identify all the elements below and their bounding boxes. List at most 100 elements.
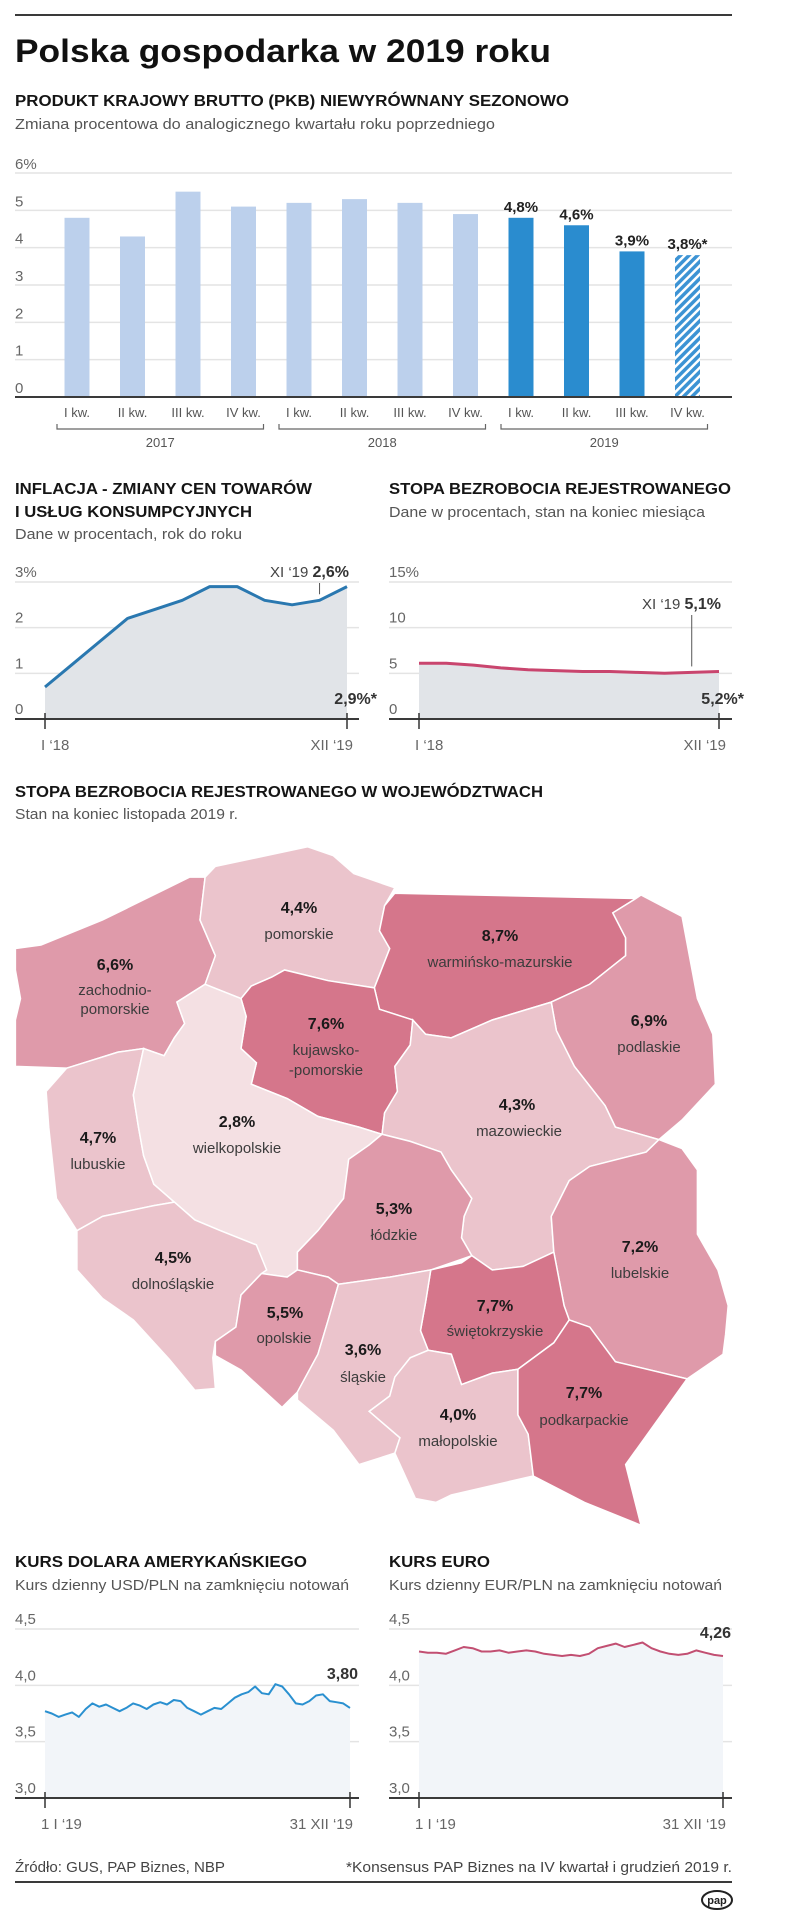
bar-value-label: 4,6% [559,206,593,223]
bar [342,199,367,397]
quarter-label: II kw. [562,405,592,420]
x-label-end: XII ‘19 [683,737,726,754]
area-fill [45,586,347,719]
quarter-label: II kw. [118,405,148,420]
y-tick-label: 0 [15,701,23,718]
end-value-label: 4,26 [700,1625,731,1642]
name-opolskie: opolskie [256,1330,311,1347]
year-label: 2017 [146,435,175,450]
year-label: 2019 [590,435,619,450]
series-line [44,585,348,689]
x-label-end: 31 XII ‘19 [663,1816,726,1833]
y-tick-label: 6% [15,156,37,173]
name-lubelskie: lubelskie [611,1265,669,1282]
end-value-label: 3,80 [327,1666,358,1683]
quarter-label: III kw. [393,405,426,420]
name-mazowieckie: mazowieckie [476,1123,562,1140]
rate-podkarpackie: 7,7% [566,1385,602,1402]
annotation-value: 5,1% [685,596,721,613]
quarter-label: III kw. [171,405,204,420]
rate-lubelskie: 7,2% [622,1239,658,1256]
name-malopolskie: małopolskie [418,1433,497,1450]
unemployment-title: STOPA BEZROBOCIA REJESTROWANEGO [389,481,731,498]
map-labels: 6,6% zachodnio- pomorskie 4,4% pomorskie… [70,900,680,1450]
usd-pln-chart: 3,0 3,5 4,0 4,5 1 I ‘19 31 XII ‘19 3,80 [15,1611,359,1833]
quarter-label: I kw. [508,405,534,420]
y-tick-label: 4,0 [389,1667,410,1684]
y-tick-label: 5 [15,193,23,210]
usd-subtitle: Kurs dzienny USD/PLN na zamknięciu notow… [15,1577,349,1594]
rate-swietokrzyskie: 7,7% [477,1298,513,1315]
end-value-label: 5,2%* [701,691,744,708]
name-lodzkie: łódzkie [371,1227,418,1244]
year-label: 2018 [368,435,397,450]
inflation-chart: 0 1 2 3% I ‘18 XII ‘19 XI ‘19 2,6% 2,9%* [15,564,378,754]
quarter-label: I kw. [64,405,90,420]
quarter-label: IV kw. [670,405,705,420]
bar [508,217,534,397]
bar [120,236,145,397]
name-slaskie: śląskie [340,1369,386,1386]
y-tick-label: 15% [389,564,419,581]
quarter-label: III kw. [615,405,648,420]
eur-title: KURS EURO [389,1554,490,1571]
series-line [418,1641,724,1657]
x-label-end: 31 XII ‘19 [290,1816,353,1833]
y-tick-label: 4 [15,231,23,248]
quarter-label: II kw. [340,405,370,420]
series-line [419,661,720,675]
x-label-start: 1 I ‘19 [415,1816,456,1833]
quarter-label: IV kw. [226,405,261,420]
bar-value-label: 4,8% [504,199,538,216]
bar [286,202,312,397]
x-label-start: I ‘18 [41,737,69,754]
name-wielkopolskie: wielkopolskie [192,1140,281,1157]
end-value-label: 2,9%* [334,691,377,708]
forecast-footnote: *Konsensus PAP Biznes na IV kwartał i gr… [346,1859,732,1876]
province-podkarpackie [518,1320,687,1525]
rate-lodzkie: 5,3% [376,1201,412,1218]
annotation-label: XI ‘19 2,6% [270,564,349,581]
bar [231,206,256,397]
y-tick-label: 2 [15,305,23,322]
source-note: Źródło: GUS, PAP Biznes, NBP [15,1859,225,1876]
x-label-start: 1 I ‘19 [41,1816,82,1833]
name-pomorskie: pomorskie [264,926,333,943]
y-tick-label: 1 [15,343,23,360]
rate-podlaskie: 6,9% [631,1013,667,1030]
y-tick-label: 4,5 [15,1611,36,1628]
rate-warminsko-mazurskie: 8,7% [482,928,518,945]
annotation-label: XI ‘19 5,1% [642,596,721,613]
x-label-end: XII ‘19 [310,737,353,754]
map-title: STOPA BEZROBOCIA REJESTROWANEGO W WOJEWÓ… [15,782,543,801]
y-tick-label: 1 [15,655,23,672]
pap-logo-text: pap [707,1895,727,1907]
unemployment-subtitle: Dane w procentach, stan na koniec miesią… [389,504,706,521]
area-fill [45,1684,350,1798]
rate-pomorskie: 4,4% [281,900,317,917]
gdp-bar-chart: 0 1 2 3 4 5 6% I kw. II kw. III kw. IV kw. I kw. II … [15,156,732,450]
y-tick-label: 3,0 [389,1780,410,1797]
unemployment-chart: 0 5 10 15% I ‘18 XII ‘19 XI ‘19 5,1% 5,2%* [389,564,745,754]
name-zachodniopomorskie-1: zachodnio- [78,982,151,999]
y-tick-label: 0 [15,380,23,397]
name-podkarpackie: podkarpackie [539,1412,628,1429]
bar [397,202,423,397]
rate-dolnoslaskie: 4,5% [155,1250,191,1267]
y-tick-label: 3,5 [389,1724,410,1741]
name-lubuskie: lubuskie [70,1156,125,1173]
annotation-value: 2,6% [313,564,349,581]
y-tick-label: 3% [15,564,37,581]
gdp-subtitle: Zmiana procentowa do analogicznego kwart… [15,116,495,133]
rate-slaskie: 3,6% [345,1342,381,1359]
y-tick-label: 10 [389,610,406,627]
annotation-date: XI ‘19 [270,564,313,581]
province-malopolskie [369,1350,533,1502]
name-podlaskie: podlaskie [617,1039,680,1056]
name-kujawsko-pomorskie-1: kujawsko- [293,1042,360,1059]
y-tick-label: 4,0 [15,1667,36,1684]
inflation-title-line1: INFLACJA - ZMIANY CEN TOWARÓW [15,479,313,498]
bar [675,255,700,397]
bar-value-label: 3,8%* [667,236,707,253]
eur-subtitle: Kurs dzienny EUR/PLN na zamknięciu notow… [389,1577,722,1594]
